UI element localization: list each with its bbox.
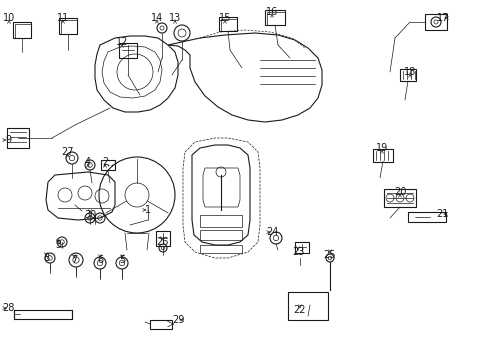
Text: 14: 14 [151, 13, 163, 23]
Text: 26: 26 [156, 237, 168, 247]
Text: 4: 4 [85, 157, 91, 167]
Bar [219, 17, 237, 31]
Text: 15: 15 [218, 13, 231, 23]
Bar [14, 310, 72, 319]
Text: 20: 20 [393, 187, 406, 197]
Text: 12: 12 [116, 37, 128, 47]
Bar [59, 18, 77, 34]
Bar [287, 292, 327, 320]
Text: 1: 1 [144, 205, 151, 215]
Bar [407, 212, 445, 222]
Text: 8: 8 [43, 253, 49, 263]
Text: 25: 25 [323, 250, 336, 260]
Text: 18: 18 [403, 67, 415, 77]
Text: 24: 24 [265, 227, 278, 237]
Bar [266, 12, 285, 24]
Text: 10: 10 [3, 13, 15, 23]
Text: 27: 27 [61, 147, 74, 157]
Bar [119, 42, 137, 58]
Text: 28: 28 [2, 303, 14, 313]
Bar [200, 230, 242, 240]
Bar [221, 19, 237, 31]
Text: 3: 3 [55, 240, 61, 250]
Text: 21: 21 [435, 209, 447, 219]
Bar [264, 9, 285, 24]
Text: 16: 16 [265, 7, 278, 17]
Bar [61, 20, 77, 34]
Text: 9: 9 [5, 135, 11, 145]
Bar [150, 320, 172, 329]
Text: 23: 23 [291, 247, 304, 257]
Bar [399, 69, 415, 81]
Text: 11: 11 [57, 13, 69, 23]
Text: 30: 30 [84, 210, 96, 220]
Bar [200, 245, 242, 253]
Bar [424, 14, 446, 30]
Bar [15, 24, 31, 38]
Text: 29: 29 [171, 315, 184, 325]
Bar [7, 128, 29, 148]
Text: 17: 17 [436, 13, 448, 23]
Bar [156, 230, 170, 246]
Bar [101, 160, 115, 170]
Text: 2: 2 [102, 157, 108, 167]
Bar [13, 22, 31, 38]
Text: 19: 19 [375, 143, 387, 153]
Bar [372, 148, 392, 162]
Bar [294, 242, 308, 252]
Text: 7: 7 [71, 255, 77, 265]
Text: 5: 5 [119, 255, 125, 265]
Text: 13: 13 [168, 13, 181, 23]
Bar [383, 189, 415, 207]
Text: 6: 6 [97, 255, 103, 265]
Bar [200, 215, 242, 227]
Text: 22: 22 [293, 305, 305, 315]
